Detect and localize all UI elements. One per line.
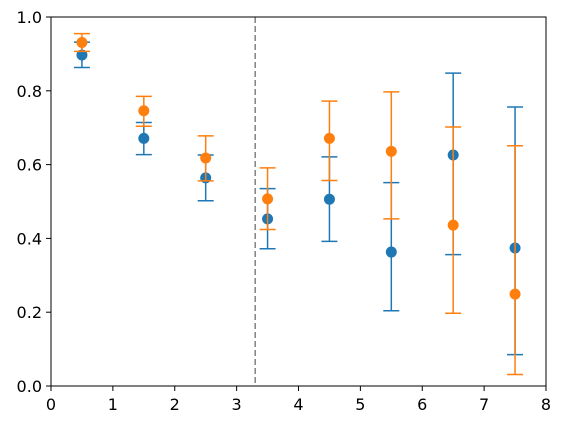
x-tick-label: 1 [108, 395, 118, 414]
x-tick-label: 5 [355, 395, 365, 414]
y-tick-label: 0.0 [17, 377, 42, 396]
plot-area [73, 17, 524, 386]
data-point [385, 145, 397, 157]
y-tick-label: 0.6 [17, 156, 42, 175]
data-point [76, 49, 88, 61]
data-point [323, 193, 335, 205]
x-tick-label: 0 [46, 395, 56, 414]
x-tick-label: 3 [232, 395, 242, 414]
y-tick-label: 0.8 [17, 82, 42, 101]
data-point [262, 193, 274, 205]
axes: 0 1 2 3 4 5 6 7 8 0.0 0.2 0.4 0.6 0.8 1.0 [17, 8, 552, 414]
x-tick-label: 8 [541, 395, 551, 414]
x-tick-label: 6 [417, 395, 427, 414]
data-point [509, 288, 521, 300]
y-tick-label: 1.0 [17, 8, 42, 27]
data-point [200, 152, 212, 164]
data-point [323, 132, 335, 144]
data-point [385, 246, 397, 258]
data-point [447, 219, 459, 231]
data-point [138, 132, 150, 144]
series-1 [73, 41, 524, 356]
data-point [138, 105, 150, 117]
x-tick-label: 7 [479, 395, 489, 414]
data-point [76, 36, 88, 48]
x-tick-label: 2 [170, 395, 180, 414]
y-tick-label: 0.4 [17, 229, 42, 248]
x-tick-label: 4 [293, 395, 303, 414]
series-2 [73, 32, 524, 376]
y-tick-label: 0.2 [17, 303, 42, 322]
axes-frame [50, 16, 547, 387]
